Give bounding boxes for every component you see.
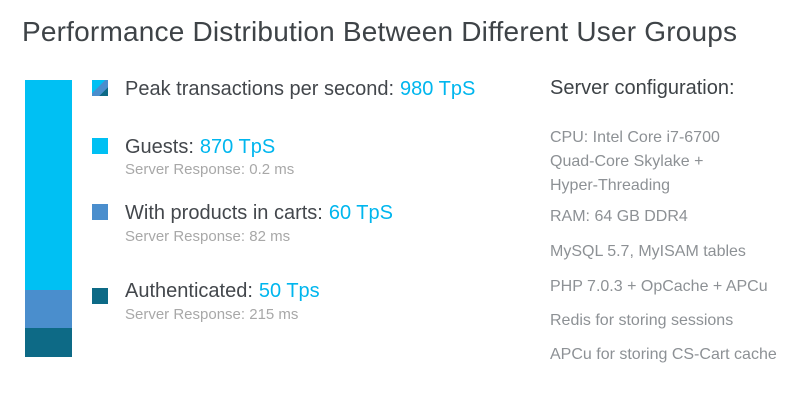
legend-label-carts: With products in carts:	[125, 202, 323, 224]
config-item-apcu: APCu for storing CS-Cart cache	[550, 346, 777, 363]
legend-value-authenticated: 50 Tps	[258, 280, 320, 302]
legend-swatch-guests	[92, 138, 108, 154]
config-item-php: PHP 7.0.3 + OpCache + APCu	[550, 278, 768, 295]
legend-sub-authenticated: Server Response: 215 ms	[125, 306, 299, 323]
config-item-cpu-line2: Quad-Core Skylake +	[550, 153, 704, 170]
legend-sub-carts: Server Response: 82 ms	[125, 228, 291, 245]
legend-value-carts: 60 TpS	[328, 202, 393, 224]
stacked-bar	[25, 80, 72, 357]
config-item-cpu-line1: CPU: Intel Core i7-6700	[550, 129, 720, 146]
page-title: Performance Distribution Between Differe…	[22, 16, 738, 47]
config-item-cpu: CPU: Intel Core i7-6700 Quad-Core Skylak…	[550, 126, 720, 198]
server-config-heading: Server configuration:	[550, 77, 735, 99]
legend-swatch-peak	[92, 80, 108, 96]
bar-segment-carts	[25, 290, 72, 328]
bar-segment-authenticated	[25, 328, 72, 357]
legend-swatch-carts	[92, 204, 108, 220]
legend-label-authenticated: Authenticated:	[125, 280, 253, 302]
legend-row-peak: Peak transactions per second: 980 TpS	[125, 77, 475, 101]
config-item-mysql: MySQL 5.7, MyISAM tables	[550, 243, 746, 260]
legend-label-guests: Guests:	[125, 136, 194, 158]
legend-swatch-authenticated	[92, 288, 108, 304]
legend-row-authenticated: Authenticated: 50 Tps	[125, 279, 320, 303]
bar-segment-guests	[25, 80, 72, 290]
legend-value-guests: 870 TpS	[199, 136, 276, 158]
config-item-ram: RAM: 64 GB DDR4	[550, 208, 688, 225]
legend-value-peak: 980 TpS	[400, 78, 476, 100]
legend-row-carts: With products in carts: 60 TpS	[125, 201, 393, 225]
config-item-cpu-line3: Hyper-Threading	[550, 177, 671, 194]
legend-label-peak: Peak transactions per second:	[125, 78, 395, 100]
config-item-redis: Redis for storing sessions	[550, 312, 734, 329]
legend-sub-guests: Server Response: 0.2 ms	[125, 161, 295, 178]
legend-row-guests: Guests: 870 TpS	[125, 135, 275, 159]
